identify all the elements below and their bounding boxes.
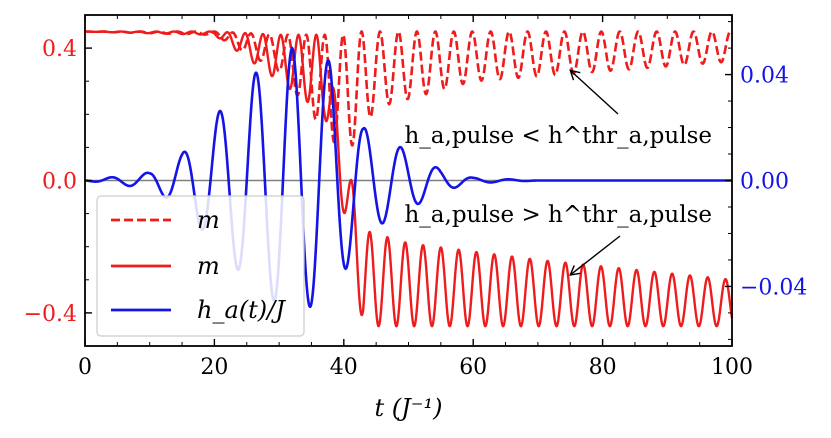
y-right-tick-label: 0.00: [740, 170, 789, 195]
annotation-arrow-upper-head: [569, 69, 581, 81]
y-right-tick-label: 0.04: [740, 64, 789, 89]
legend-label-2: m: [197, 252, 220, 280]
plot-marks: [84, 30, 734, 328]
x-tick-label: 40: [330, 355, 358, 380]
y-right-tick-label: −0.04: [740, 275, 807, 300]
x-tick-label: 100: [711, 355, 753, 380]
series-h-field-line: [84, 46, 732, 309]
x-axis-title: t (J⁻¹): [375, 394, 443, 422]
legend-label-3: h_a(t)/J: [197, 296, 286, 324]
legend-box: [96, 195, 305, 337]
axes: 0 20 40 60 80 100 0.4 0.0 −0.4 0.04 0.00 −0.04 t (J⁻…: [24, 14, 807, 422]
annotation-arrow-lower: [569, 235, 621, 276]
series-m-solid-line: [85, 30, 734, 328]
y-left-tick-label: 0.4: [42, 37, 77, 62]
y-left-tick-label: −0.4: [24, 302, 77, 327]
annotation-below-threshold: h_a,pulse < h^thr_a,pulse: [404, 123, 712, 149]
x-tick-label: 80: [589, 355, 617, 380]
annotations: h_a,pulse < h^thr_a,pulse h_a,pulse > h^t…: [404, 69, 712, 276]
annotation-above-threshold: h_a,pulse > h^thr_a,pulse: [404, 202, 712, 228]
annotation-arrow-upper: [569, 69, 619, 115]
x-tick-label: 60: [459, 355, 487, 380]
annotation-arrow-lower-head: [569, 265, 581, 276]
legend: mm h_a(t)/J: [96, 195, 305, 337]
x-tick-label: 0: [78, 355, 92, 380]
y-left-tick-label: 0.0: [42, 170, 77, 195]
x-tick-label: 20: [200, 355, 228, 380]
legend-label-1: m: [197, 206, 220, 234]
